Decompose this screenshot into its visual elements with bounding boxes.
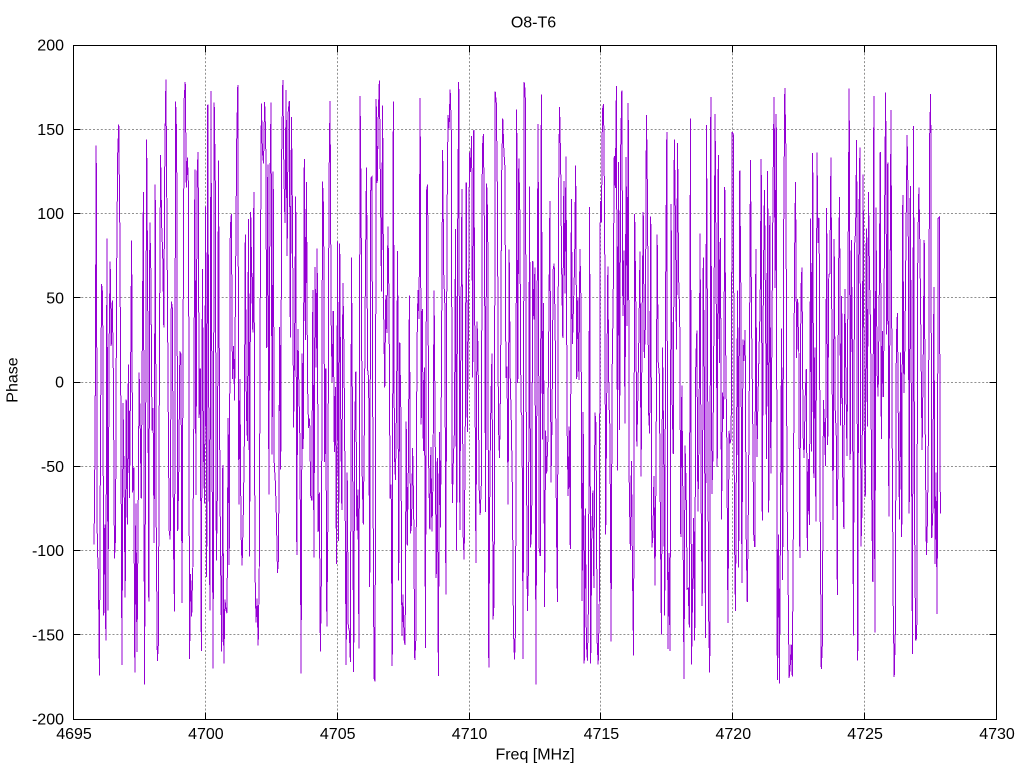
svg-text:4705: 4705 [320, 726, 356, 743]
svg-text:4720: 4720 [716, 726, 752, 743]
svg-text:4700: 4700 [188, 726, 224, 743]
svg-text:-100: -100 [32, 543, 64, 560]
svg-text:4715: 4715 [584, 726, 620, 743]
svg-text:50: 50 [46, 291, 64, 308]
svg-text:Phase: Phase [5, 357, 22, 402]
svg-text:100: 100 [37, 206, 64, 223]
svg-text:150: 150 [37, 122, 64, 139]
svg-text:0: 0 [55, 375, 64, 392]
svg-text:4730: 4730 [979, 726, 1015, 743]
svg-text:4695: 4695 [56, 726, 92, 743]
svg-text:Freq [MHz]: Freq [MHz] [495, 747, 574, 764]
svg-text:4725: 4725 [847, 726, 883, 743]
svg-text:-200: -200 [32, 712, 64, 729]
svg-text:-150: -150 [32, 628, 64, 645]
svg-text:4710: 4710 [452, 726, 488, 743]
svg-text:-50: -50 [41, 459, 64, 476]
svg-text:200: 200 [37, 38, 64, 55]
svg-text:O8-T6: O8-T6 [511, 15, 556, 32]
